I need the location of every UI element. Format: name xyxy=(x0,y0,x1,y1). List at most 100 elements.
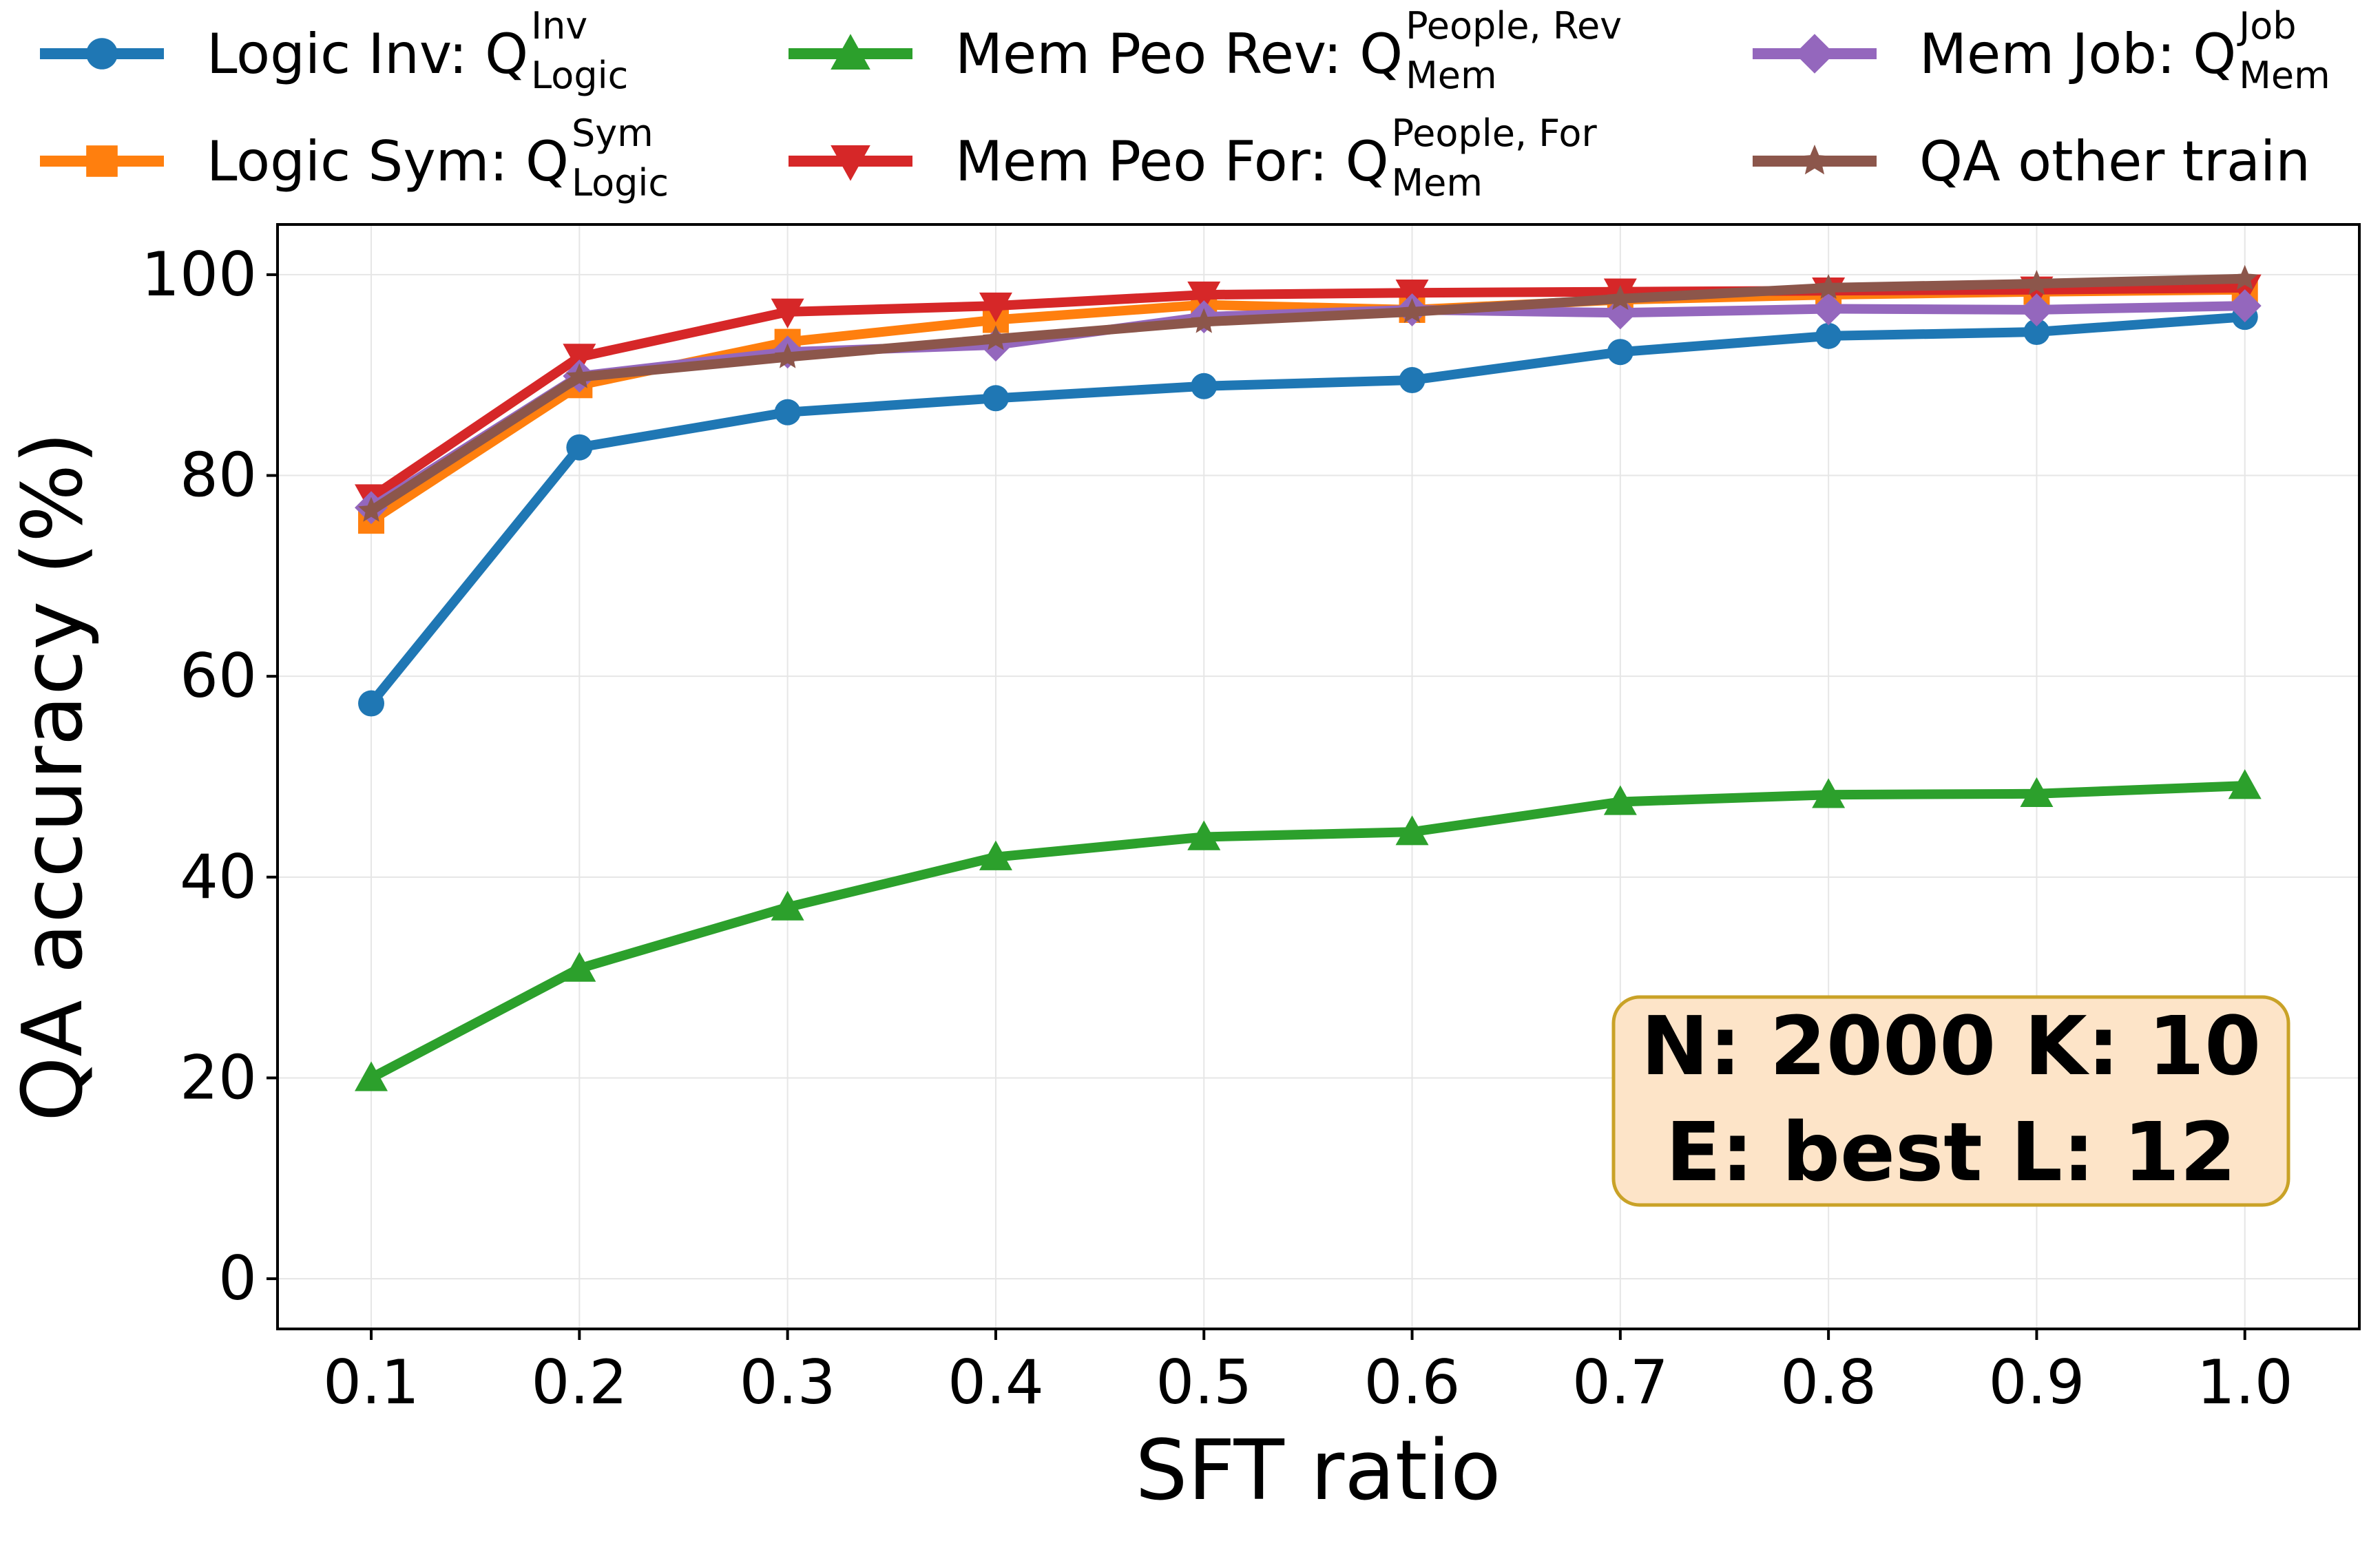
legend-label-sup: Job xyxy=(2237,4,2296,48)
x-tick-label: 0.1 xyxy=(323,1347,419,1418)
legend-label-sup: Inv xyxy=(531,4,587,48)
legend-entry: QA other train xyxy=(1753,129,2310,193)
data-point xyxy=(1191,308,1218,333)
x-tick-label: 0.4 xyxy=(948,1347,1044,1418)
data-point xyxy=(1607,339,1633,366)
data-point xyxy=(982,325,1009,350)
legend-entry: Mem Job: Q Job Mem xyxy=(1753,4,2330,97)
data-point xyxy=(2020,293,2054,326)
series-mem-peo-rev-q xyxy=(355,769,2262,1091)
data-point xyxy=(1399,367,1426,394)
legend-label: QA other train xyxy=(1919,129,2310,193)
grid-lines xyxy=(278,224,2359,1329)
legend-label-sub: Mem xyxy=(1392,161,1483,205)
data-point xyxy=(771,890,804,921)
y-tick-label: 40 xyxy=(180,841,257,912)
legend-label-sup: People, Rev xyxy=(1406,4,1622,48)
series-qa-other-train xyxy=(358,264,2258,522)
data-point xyxy=(979,292,1012,323)
plot-frame xyxy=(276,223,2361,1330)
x-tick-label: 0.2 xyxy=(531,1347,627,1418)
data-point xyxy=(1187,820,1221,850)
legend-label-sub: Logic xyxy=(531,54,628,97)
y-tick-label: 80 xyxy=(180,440,257,511)
data-point xyxy=(1191,373,1218,399)
data-point xyxy=(2023,319,2050,346)
data-point xyxy=(566,434,593,461)
series-line xyxy=(366,284,2250,526)
legend-label: Mem Job: Q xyxy=(1919,22,2236,86)
data-point xyxy=(2228,769,2262,799)
annotation-line-1: N: 2000 K: 10 xyxy=(1641,998,2261,1093)
y-tick-label: 20 xyxy=(180,1042,257,1113)
legend-swatch-marker xyxy=(831,145,870,181)
data-point xyxy=(358,496,385,522)
legend-entry: Logic Inv: Q Inv Logic xyxy=(40,4,628,97)
y-axis-title: QA accuracy (%) xyxy=(6,432,101,1122)
data-point xyxy=(2231,264,2258,290)
data-point xyxy=(982,385,1009,412)
legend-label-sup: People, For xyxy=(1392,112,1598,155)
annotation-box: N: 2000 K: 10 E: best L: 12 xyxy=(1611,995,2290,1207)
annotation-line-2: E: best L: 12 xyxy=(1666,1104,2237,1199)
data-point xyxy=(566,363,593,388)
series-logic-inv-q xyxy=(358,304,2258,717)
legend-label-sup: Sym xyxy=(572,112,654,155)
y-tick-label: 100 xyxy=(141,239,257,310)
legend-swatch-marker xyxy=(1795,34,1835,74)
legend-entry: Mem Peo Rev: Q People, Rev Mem xyxy=(789,4,1622,97)
axes: 0.1 0.2 0.3 0.4 0.5 0.6 0.7 0.8 0.9 1.0 0 20 40 60 80 1… xyxy=(141,239,2293,1418)
series-layer xyxy=(355,264,2262,1091)
x-axis-title: SFT ratio xyxy=(1135,1423,1501,1519)
data-point xyxy=(1607,284,1633,311)
data-point xyxy=(1187,281,1221,312)
legend-swatch-marker xyxy=(86,38,118,70)
data-point xyxy=(2020,777,2054,807)
data-point xyxy=(563,952,596,982)
legend-swatch-marker xyxy=(86,145,118,177)
legend-swatch-marker xyxy=(831,34,870,70)
data-point xyxy=(1603,296,1637,330)
x-tick-label: 0.6 xyxy=(1364,1347,1461,1418)
series-line xyxy=(366,781,2250,1083)
legend-swatch-marker xyxy=(1799,145,1830,175)
legend-entry: Logic Sym: Q Sym Logic xyxy=(40,112,669,205)
legend-label-sub: Mem xyxy=(2239,54,2330,97)
data-point xyxy=(355,1061,388,1091)
data-point xyxy=(1603,785,1637,815)
x-tick-label: 1.0 xyxy=(2197,1347,2293,1418)
series-line xyxy=(366,273,2250,516)
y-tick-label: 0 xyxy=(218,1243,257,1314)
data-point xyxy=(1812,292,1846,326)
legend-label: Logic Sym: Q xyxy=(207,129,569,193)
x-tick-label: 0.5 xyxy=(1156,1347,1252,1418)
x-tick-label: 0.8 xyxy=(1780,1347,1877,1418)
legend-label: Logic Inv: Q xyxy=(207,22,528,86)
data-point xyxy=(1395,815,1429,846)
data-point xyxy=(771,298,804,328)
legend-label-sub: Logic xyxy=(572,161,669,205)
data-point xyxy=(358,690,385,717)
data-point xyxy=(774,399,801,426)
x-tick-label: 0.9 xyxy=(1988,1347,2085,1418)
legend-label: Mem Peo Rev: Q xyxy=(955,22,1403,86)
x-tick-label: 0.3 xyxy=(740,1347,836,1418)
legend-label: Mem Peo For: Q xyxy=(955,129,1389,193)
series-mem-job-q xyxy=(355,289,2262,525)
y-tick-label: 60 xyxy=(180,640,257,711)
data-point xyxy=(774,343,801,368)
data-point xyxy=(979,840,1012,870)
data-point xyxy=(1812,778,1846,808)
data-point xyxy=(1399,297,1426,323)
data-point xyxy=(1815,322,1842,349)
legend-label-sub: Mem xyxy=(1406,54,1496,97)
legend-entry: Mem Peo For: Q People, For Mem xyxy=(789,112,1597,205)
data-point xyxy=(2228,289,2262,323)
data-point xyxy=(563,344,596,374)
data-point xyxy=(2023,270,2050,295)
x-tick-label: 0.7 xyxy=(1572,1347,1669,1418)
series-line xyxy=(366,312,2250,709)
data-point xyxy=(1815,273,1842,299)
